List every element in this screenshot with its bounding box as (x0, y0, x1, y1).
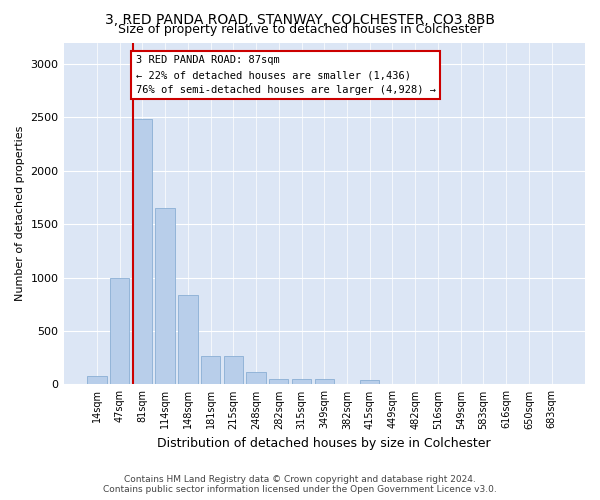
Bar (87, 376, 107, 384)
Bar (133, 120, 152, 384)
Text: 3, RED PANDA ROAD, STANWAY, COLCHESTER, CO3 8BB: 3, RED PANDA ROAD, STANWAY, COLCHESTER, … (105, 12, 495, 26)
Y-axis label: Number of detached properties: Number of detached properties (15, 126, 25, 301)
Bar (110, 278, 130, 384)
Bar (269, 378, 289, 384)
Bar (314, 379, 334, 384)
Text: Contains HM Land Registry data © Crown copyright and database right 2024.
Contai: Contains HM Land Registry data © Crown c… (103, 475, 497, 494)
Text: Size of property relative to detached houses in Colchester: Size of property relative to detached ho… (118, 22, 482, 36)
Bar (292, 379, 311, 384)
Bar (201, 356, 220, 384)
Bar (224, 356, 243, 384)
Bar (178, 294, 197, 384)
Bar (155, 208, 175, 384)
Bar (360, 380, 379, 384)
Bar (247, 372, 266, 384)
Text: 3 RED PANDA ROAD: 87sqm
← 22% of detached houses are smaller (1,436)
76% of semi: 3 RED PANDA ROAD: 87sqm ← 22% of detache… (136, 56, 436, 95)
X-axis label: Distribution of detached houses by size in Colchester: Distribution of detached houses by size … (157, 437, 491, 450)
